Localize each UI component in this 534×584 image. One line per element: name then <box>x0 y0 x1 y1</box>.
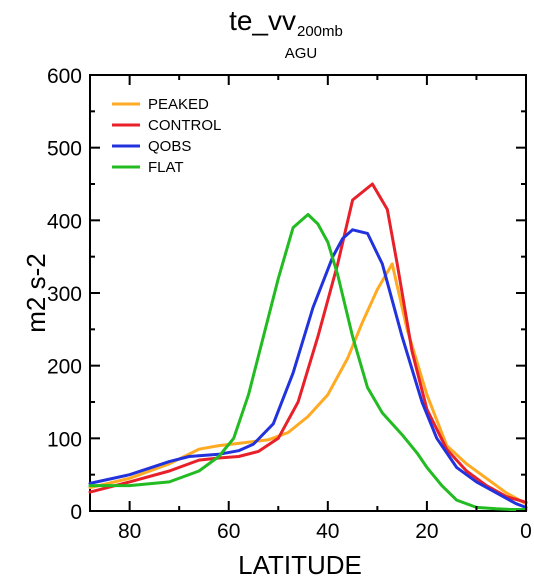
chart-title-subscript: 200mb <box>297 23 343 40</box>
x-tick-label: 20 <box>415 520 438 543</box>
y-tick-label: 0 <box>70 501 82 524</box>
x-axis-label: LATITUDE <box>238 550 362 580</box>
legend-label-control: CONTROL <box>148 117 221 134</box>
chart-title: te_vv <box>229 5 296 36</box>
chart-subtitle: AGU <box>285 45 318 62</box>
y-tick-label: 400 <box>47 210 82 233</box>
y-axis: 0 100 200 300 400 500 600 <box>47 65 526 524</box>
series-line-qobs <box>88 228 528 509</box>
series-line-peaked <box>88 262 528 506</box>
x-tick-label: 0 <box>520 520 532 543</box>
y-tick-label: 200 <box>47 356 82 379</box>
y-tick-label: 500 <box>47 138 82 161</box>
y-axis-label: m2 s-2 <box>21 253 51 332</box>
legend-label-flat: FLAT <box>148 159 184 176</box>
y-tick-label: 300 <box>47 283 82 306</box>
series-layer <box>88 182 528 511</box>
legend-label-peaked: PEAKED <box>148 96 209 113</box>
series-line-flat <box>88 213 528 511</box>
legend: PEAKED CONTROL QOBS FLAT <box>112 96 221 176</box>
x-tick-label: 40 <box>316 520 339 543</box>
y-tick-label: 100 <box>47 428 82 451</box>
x-tick-label: 60 <box>217 520 240 543</box>
y-tick-label: 600 <box>47 65 82 88</box>
x-tick-label: 80 <box>118 520 141 543</box>
legend-label-qobs: QOBS <box>148 138 191 155</box>
series-line-control <box>88 182 528 504</box>
x-axis: 80 60 40 20 0 <box>118 75 532 543</box>
